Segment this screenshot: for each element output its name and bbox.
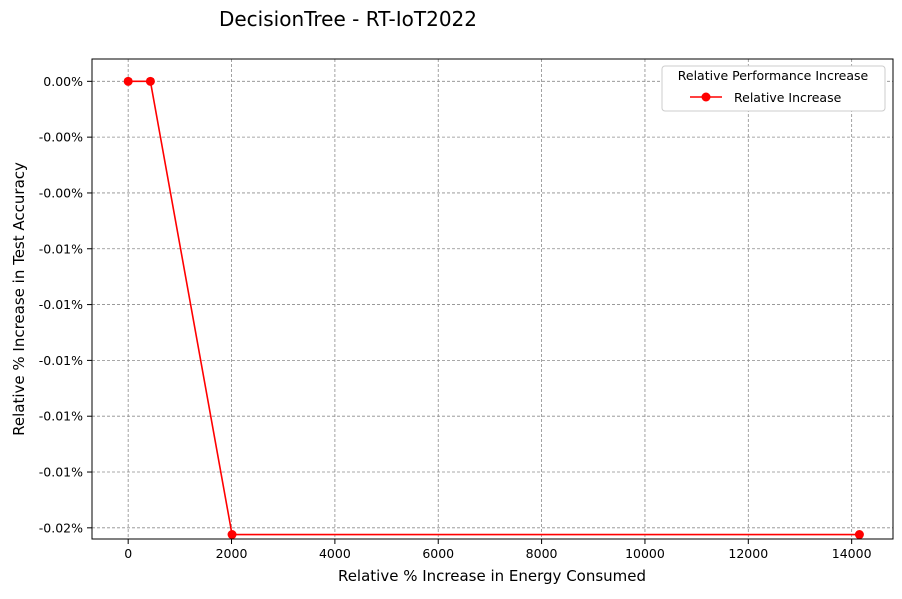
y-tick-label: -0.01% (39, 409, 83, 424)
x-tick-label: 2000 (216, 546, 248, 561)
legend-entry-label: Relative Increase (734, 90, 842, 105)
x-tick-label: 8000 (526, 546, 558, 561)
legend-title: Relative Performance Increase (678, 68, 869, 83)
y-tick-label: -0.01% (39, 465, 83, 480)
plot-frame (91, 58, 894, 540)
x-axis: 0 2000 4000 6000 8000 10000 12000 14000 (124, 539, 872, 561)
x-tick-label: 10000 (625, 546, 665, 561)
y-tick-label: 0.00% (43, 74, 83, 89)
y-tick-label: -0.00% (39, 185, 83, 200)
x-tick-label: 6000 (422, 546, 454, 561)
series-line (128, 80, 860, 536)
data-point (145, 76, 155, 86)
y-tick-label: -0.00% (39, 130, 83, 145)
y-axis-label: Relative % Increase in Test Accuracy (10, 162, 28, 436)
x-tick-label: 12000 (728, 546, 768, 561)
legend: Relative Performance Increase Relative I… (661, 65, 886, 112)
chart-title: DecisionTree - RT-IoT2022 (219, 7, 477, 31)
y-tick-label: -0.01% (39, 297, 83, 312)
data-point (227, 530, 237, 540)
series-layer (123, 76, 864, 540)
y-tick-label: -0.02% (39, 520, 83, 535)
legend-marker-swatch (701, 92, 711, 102)
data-point (854, 530, 864, 540)
grid (92, 59, 893, 539)
y-tick-label: -0.01% (39, 353, 83, 368)
y-tick-label: -0.01% (39, 241, 83, 256)
x-tick-label: 4000 (319, 546, 351, 561)
x-axis-label: Relative % Increase in Energy Consumed (338, 567, 646, 585)
data-point (123, 76, 133, 86)
x-tick-label: 0 (124, 546, 132, 561)
legend-box (661, 65, 886, 112)
x-tick-label: 14000 (832, 546, 872, 561)
y-axis: 0.00% -0.00% -0.00% -0.01% -0.01% -0.01% -0.01… (39, 74, 92, 535)
